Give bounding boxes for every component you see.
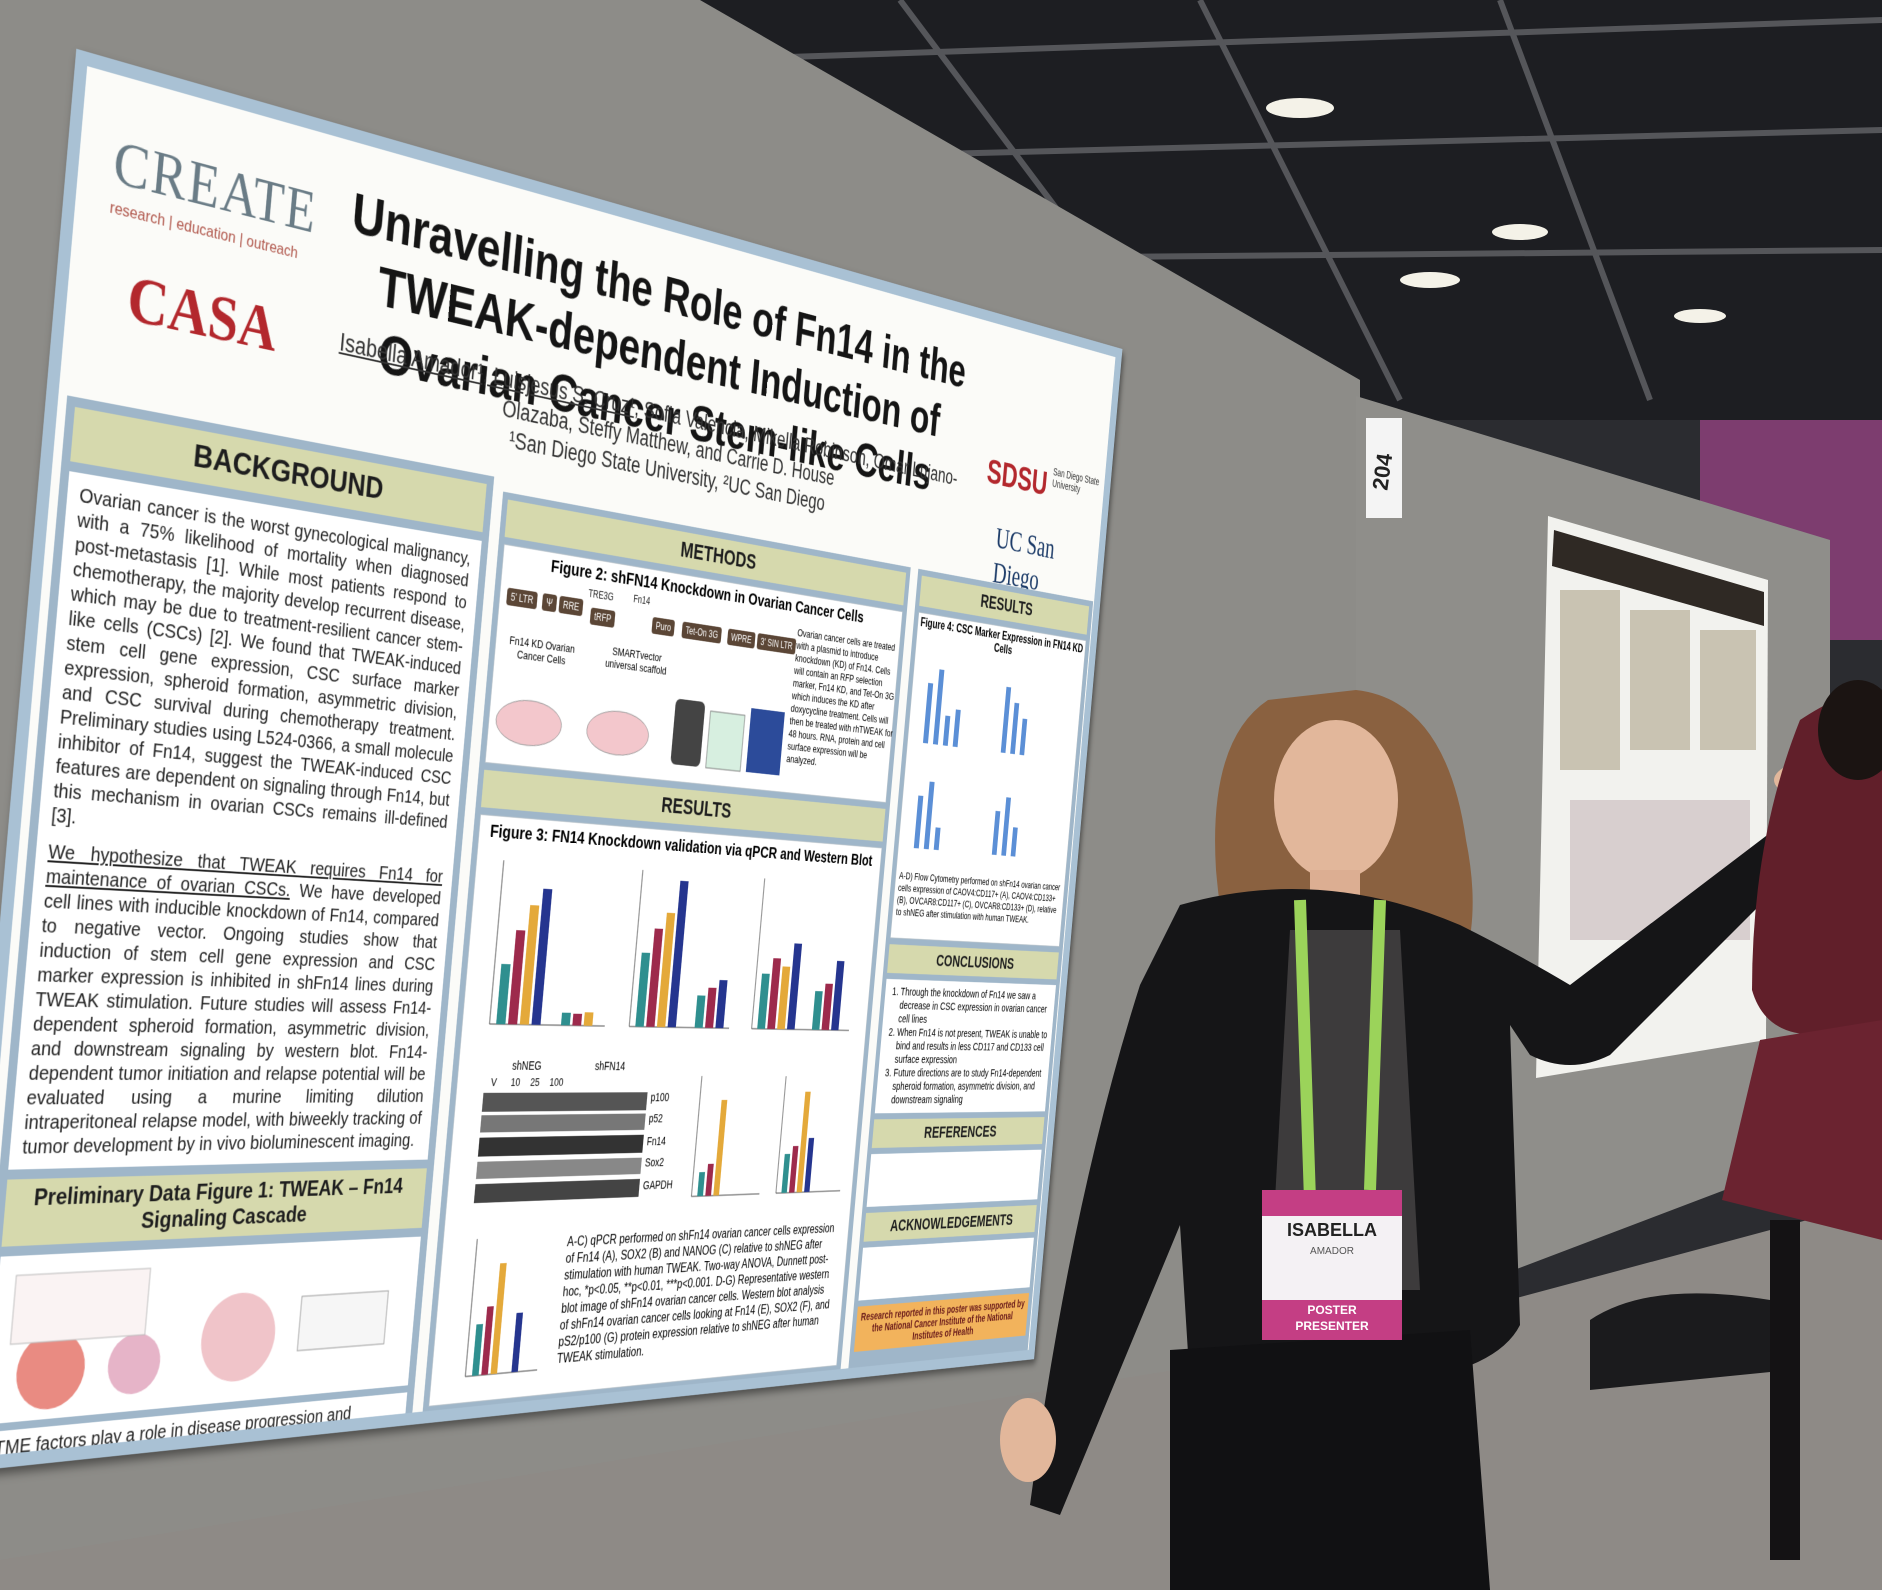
neighbor-poster-header	[1552, 530, 1764, 626]
board-number-card	[1366, 418, 1402, 518]
badge-role: POSTER PRESENTER	[1295, 1303, 1369, 1333]
lanyard	[1294, 899, 1386, 1201]
pants	[1170, 1330, 1490, 1590]
badge-role-box: POSTER PRESENTER	[1295, 1303, 1369, 1333]
badge-name: ISABELLA	[1287, 1220, 1377, 1240]
badge-ribbon	[1262, 1300, 1402, 1340]
presenter: ISABELLA AMADOR POSTER PRESENTER	[1000, 690, 1882, 1590]
hand	[1000, 1398, 1056, 1482]
attendee	[1722, 680, 1882, 1560]
leg	[1770, 1220, 1800, 1560]
background-column: BACKGROUND Ovarian cancer is the worst g…	[0, 395, 495, 1459]
skirt	[1722, 1020, 1882, 1240]
badge-surname: AMADOR	[1310, 1246, 1354, 1257]
badge-header	[1262, 1190, 1402, 1216]
blazer	[1030, 795, 1840, 1515]
bag	[1590, 1293, 1790, 1390]
board-number: 204	[1367, 451, 1397, 492]
figure-1-art	[0, 1237, 421, 1413]
head	[1818, 680, 1882, 780]
face	[1274, 720, 1398, 880]
figure-1	[0, 1236, 421, 1425]
poster: CREATE research | education | outreach C…	[0, 48, 1123, 1474]
poster-sheet: CREATE research | education | outreach C…	[0, 66, 1116, 1459]
